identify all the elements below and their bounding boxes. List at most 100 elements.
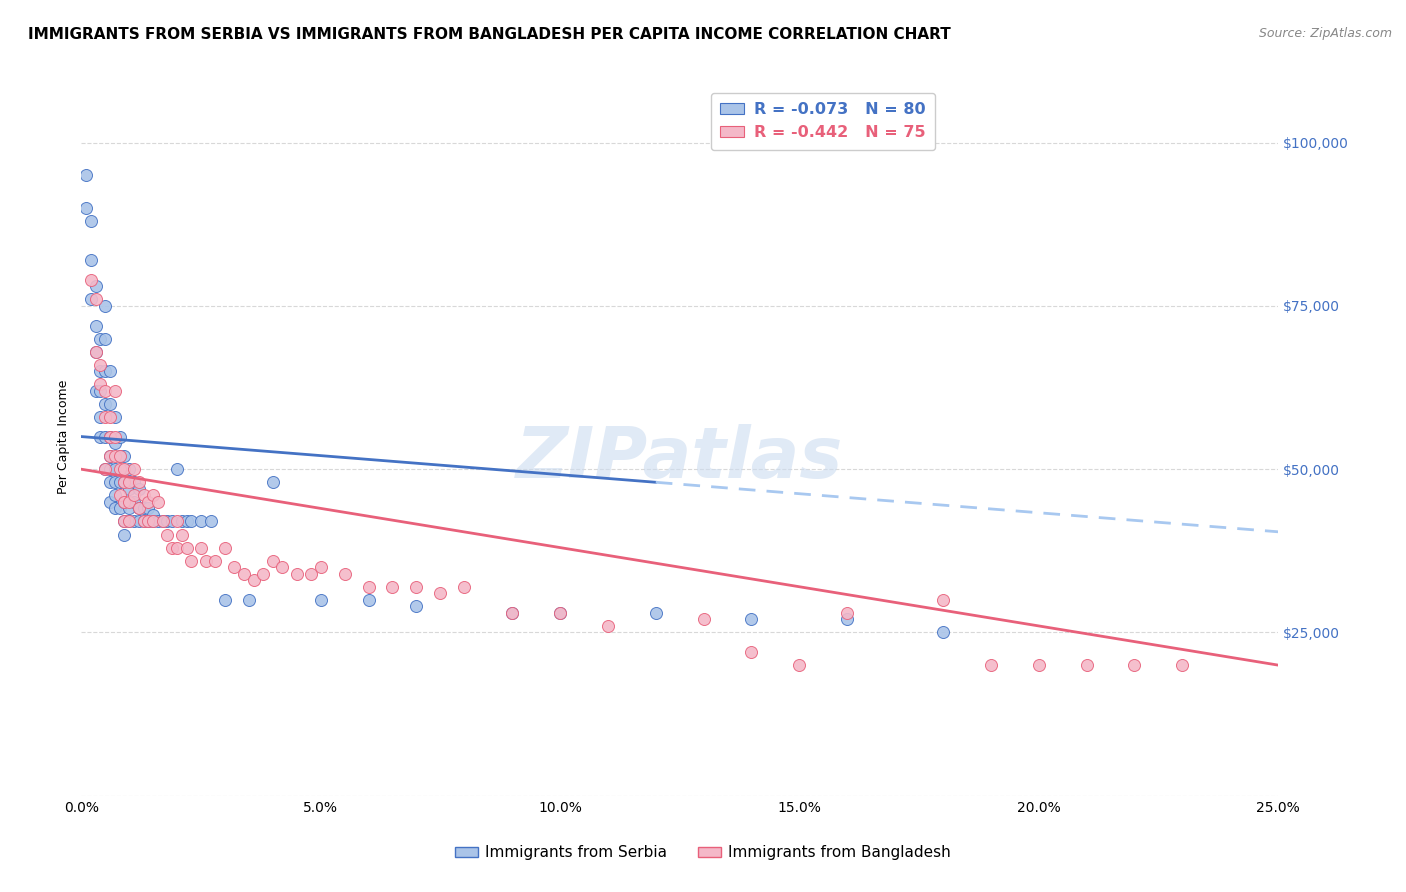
Point <box>108 462 131 476</box>
Point <box>118 501 141 516</box>
Point <box>692 612 714 626</box>
Point <box>98 364 121 378</box>
Point <box>132 488 155 502</box>
Point <box>1171 658 1194 673</box>
Point <box>156 515 179 529</box>
Point <box>309 592 332 607</box>
Point <box>1123 658 1146 673</box>
Point <box>94 397 117 411</box>
Point <box>118 515 141 529</box>
Point <box>98 397 121 411</box>
Point <box>357 580 380 594</box>
Point <box>176 541 198 555</box>
Point <box>136 501 159 516</box>
Point <box>104 488 127 502</box>
Point <box>146 495 169 509</box>
Point <box>122 462 145 476</box>
Point <box>94 364 117 378</box>
Point <box>132 501 155 516</box>
Point <box>166 515 188 529</box>
Point <box>180 515 202 529</box>
Point <box>112 449 135 463</box>
Point <box>194 554 217 568</box>
Point <box>104 501 127 516</box>
Legend: R = -0.073   N = 80, R = -0.442   N = 75: R = -0.073 N = 80, R = -0.442 N = 75 <box>710 93 935 150</box>
Point <box>118 475 141 490</box>
Point <box>122 515 145 529</box>
Point <box>98 475 121 490</box>
Point <box>132 515 155 529</box>
Point <box>80 273 103 287</box>
Point <box>405 599 427 614</box>
Point <box>108 429 131 443</box>
Point <box>84 344 107 359</box>
Point <box>112 495 135 509</box>
Point <box>299 566 322 581</box>
Point <box>108 449 131 463</box>
Point <box>837 606 859 620</box>
Point <box>128 475 150 490</box>
Point <box>224 560 246 574</box>
Point <box>429 586 451 600</box>
Point <box>89 409 111 424</box>
Point <box>596 619 619 633</box>
Text: ZIPatlas: ZIPatlas <box>516 424 844 492</box>
Point <box>204 554 226 568</box>
Point <box>84 279 107 293</box>
Point <box>837 612 859 626</box>
Point <box>108 488 131 502</box>
Point <box>94 332 117 346</box>
Point <box>156 527 179 541</box>
Point <box>98 449 121 463</box>
Point <box>118 462 141 476</box>
Point <box>75 201 97 215</box>
Point <box>166 462 188 476</box>
Point <box>98 409 121 424</box>
Point <box>118 482 141 496</box>
Point <box>381 580 404 594</box>
Point <box>1028 658 1050 673</box>
Point <box>94 299 117 313</box>
Point <box>176 515 198 529</box>
Point <box>84 293 107 307</box>
Point <box>108 449 131 463</box>
Point <box>142 508 165 522</box>
Point <box>740 612 762 626</box>
Point <box>170 515 193 529</box>
Point <box>112 475 135 490</box>
Point <box>214 592 236 607</box>
Point <box>104 449 127 463</box>
Point <box>112 475 135 490</box>
Point <box>271 560 294 574</box>
Point <box>104 384 127 398</box>
Point <box>98 429 121 443</box>
Point <box>89 429 111 443</box>
Point <box>98 449 121 463</box>
Point <box>548 606 571 620</box>
Point <box>501 606 523 620</box>
Point <box>80 293 103 307</box>
Point <box>309 560 332 574</box>
Point <box>104 436 127 450</box>
Text: Source: ZipAtlas.com: Source: ZipAtlas.com <box>1258 27 1392 40</box>
Point <box>84 384 107 398</box>
Point <box>932 625 955 640</box>
Point <box>1076 658 1098 673</box>
Point <box>104 475 127 490</box>
Point <box>142 515 165 529</box>
Point <box>262 475 284 490</box>
Point <box>80 214 103 228</box>
Point <box>98 462 121 476</box>
Point <box>94 409 117 424</box>
Point <box>333 566 356 581</box>
Point <box>84 318 107 333</box>
Point <box>136 515 159 529</box>
Text: IMMIGRANTS FROM SERBIA VS IMMIGRANTS FROM BANGLADESH PER CAPITA INCOME CORRELATI: IMMIGRANTS FROM SERBIA VS IMMIGRANTS FRO… <box>28 27 950 42</box>
Point <box>180 554 202 568</box>
Point <box>108 501 131 516</box>
Point <box>357 592 380 607</box>
Point <box>118 515 141 529</box>
Point <box>200 515 222 529</box>
Y-axis label: Per Capita Income: Per Capita Income <box>58 379 70 494</box>
Point <box>104 409 127 424</box>
